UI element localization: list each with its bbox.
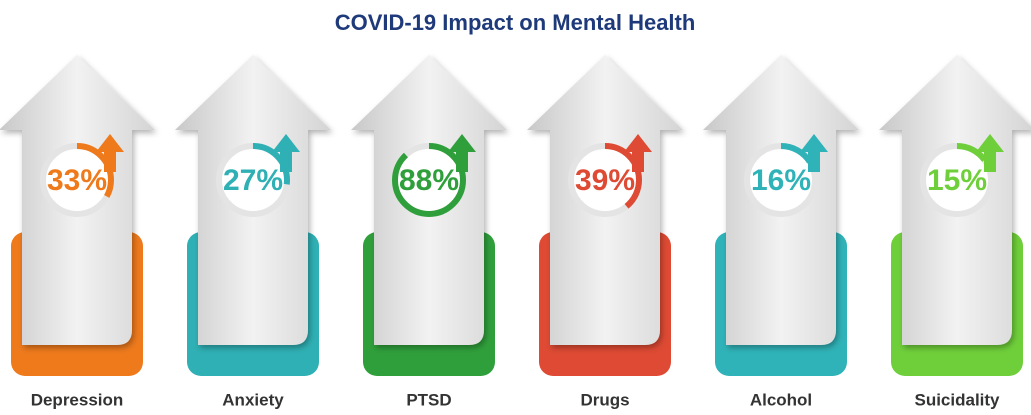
- category-label: Suicidality: [914, 390, 1000, 409]
- card: 27% Anxiety: [175, 55, 331, 409]
- category-label: PTSD: [406, 390, 451, 409]
- value-label: 33%: [47, 164, 107, 197]
- category-label: Anxiety: [222, 390, 284, 409]
- value-label: 39%: [575, 164, 635, 197]
- category-label: Depression: [31, 390, 124, 409]
- value-label: 88%: [399, 164, 459, 197]
- card: 15% Suicidality: [879, 55, 1031, 409]
- page: COVID-19 Impact on Mental Health 33% Depr…: [0, 0, 1031, 415]
- chart: COVID-19 Impact on Mental Health 33% Depr…: [0, 0, 1031, 415]
- category-label: Alcohol: [750, 390, 812, 409]
- card: 16% Alcohol: [703, 55, 859, 409]
- value-label: 16%: [751, 164, 811, 197]
- card: 33% Depression: [0, 55, 155, 409]
- chart-title: COVID-19 Impact on Mental Health: [335, 10, 696, 35]
- value-label: 27%: [223, 164, 283, 197]
- category-label: Drugs: [580, 390, 629, 409]
- card: 39% Drugs: [527, 55, 683, 409]
- card: 88% PTSD: [351, 55, 507, 409]
- value-label: 15%: [927, 164, 987, 197]
